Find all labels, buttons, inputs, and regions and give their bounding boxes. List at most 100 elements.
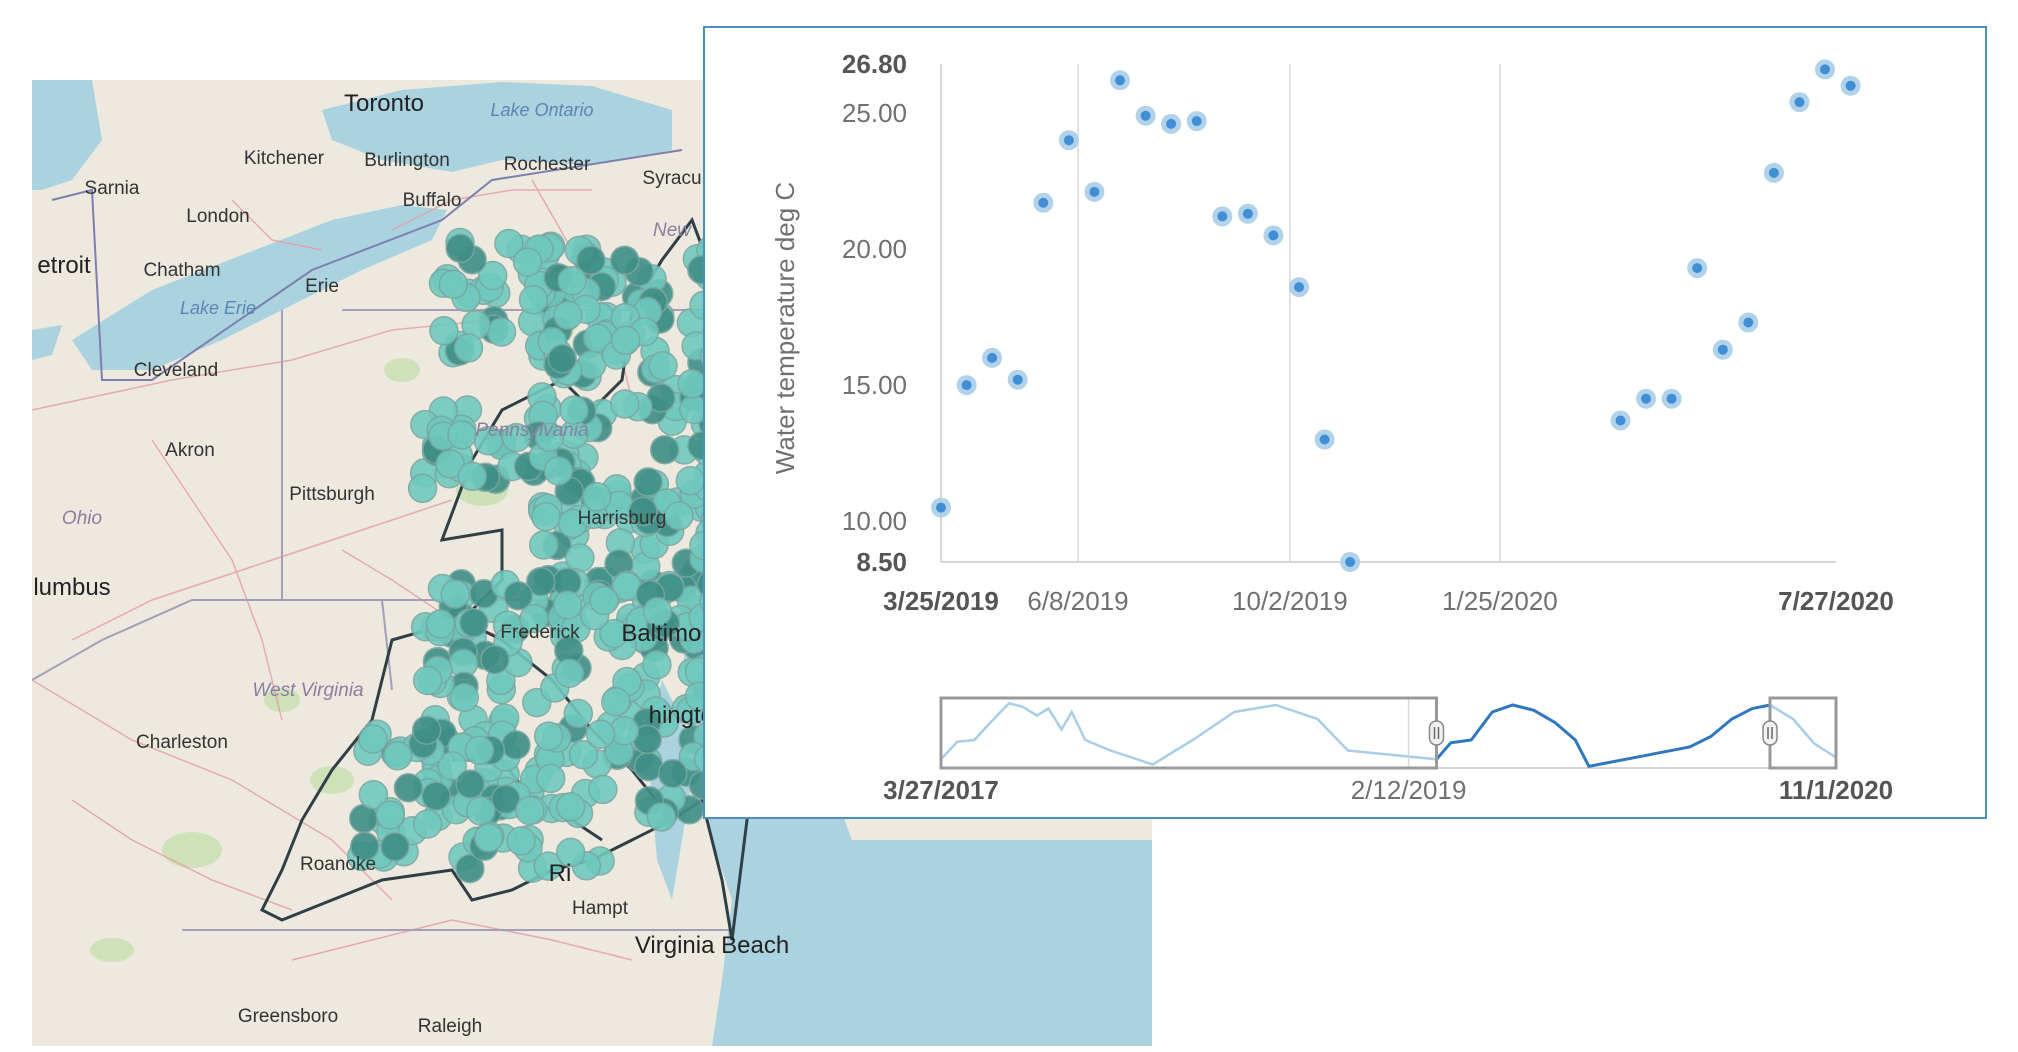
station-marker[interactable] [633, 467, 663, 497]
station-marker[interactable] [649, 434, 680, 465]
station-marker[interactable] [466, 796, 496, 826]
station-marker[interactable] [512, 247, 543, 277]
station-marker[interactable] [610, 325, 641, 356]
data-point[interactable] [987, 352, 998, 363]
navigator-handle-left[interactable] [1428, 720, 1445, 746]
station-marker[interactable] [455, 769, 486, 799]
data-point[interactable] [1063, 135, 1074, 146]
station-marker[interactable] [582, 482, 612, 512]
station-marker[interactable] [518, 284, 549, 315]
station-marker[interactable] [421, 781, 451, 811]
station-marker[interactable] [486, 317, 517, 347]
station-marker[interactable] [477, 260, 508, 291]
data-point[interactable] [1717, 344, 1728, 355]
station-marker[interactable] [553, 300, 583, 331]
data-point[interactable] [1217, 211, 1228, 222]
station-marker[interactable] [380, 831, 410, 862]
station-marker[interactable] [576, 245, 606, 275]
data-point[interactable] [1666, 393, 1677, 404]
data-point[interactable] [1768, 167, 1779, 178]
station-marker[interactable] [552, 590, 583, 620]
data-point[interactable] [1820, 64, 1830, 75]
station-marker[interactable] [358, 779, 389, 810]
data-point[interactable] [1242, 208, 1253, 219]
navigator-handle-right[interactable] [1762, 720, 1778, 746]
station-marker[interactable] [563, 698, 594, 729]
station-marker[interactable] [628, 496, 658, 527]
station-marker[interactable] [411, 715, 442, 745]
station-marker[interactable] [435, 449, 465, 479]
station-marker[interactable] [601, 687, 631, 717]
station-marker[interactable] [457, 461, 488, 492]
station-marker[interactable] [445, 233, 475, 263]
station-marker[interactable] [501, 730, 531, 760]
station-marker[interactable] [576, 349, 607, 380]
data-point[interactable] [1166, 118, 1177, 129]
station-marker[interactable] [503, 581, 534, 611]
station-marker[interactable] [535, 763, 566, 794]
station-marker[interactable] [480, 644, 510, 675]
station-marker[interactable] [664, 501, 694, 531]
data-point[interactable] [1268, 230, 1279, 241]
data-point[interactable] [1294, 282, 1304, 293]
station-marker[interactable] [453, 333, 484, 363]
station-marker[interactable] [506, 826, 536, 856]
station-marker[interactable] [642, 596, 673, 627]
station-marker[interactable] [449, 682, 480, 713]
station-marker[interactable] [528, 530, 559, 560]
station-marker[interactable] [525, 566, 556, 597]
station-marker[interactable] [677, 368, 707, 399]
data-point[interactable] [1038, 197, 1049, 208]
data-point[interactable] [1191, 116, 1202, 127]
station-marker[interactable] [588, 774, 618, 805]
data-point[interactable] [1115, 75, 1125, 86]
station-marker[interactable] [382, 740, 413, 771]
data-point[interactable] [1641, 393, 1651, 404]
station-marker[interactable] [407, 473, 438, 504]
station-marker[interactable] [455, 853, 485, 884]
data-point[interactable] [1615, 415, 1626, 426]
station-marker[interactable] [349, 831, 380, 862]
data-point[interactable] [1345, 557, 1356, 567]
station-marker[interactable] [393, 773, 424, 803]
station-marker[interactable] [555, 837, 586, 868]
data-point[interactable] [1845, 80, 1856, 91]
station-marker[interactable] [412, 809, 443, 839]
range-navigator[interactable]: 3/27/2017 2/12/2019 11/1/2020 [883, 696, 1893, 805]
station-marker[interactable] [501, 422, 532, 453]
station-marker[interactable] [555, 792, 586, 822]
station-marker[interactable] [490, 784, 521, 814]
data-point[interactable] [1140, 110, 1151, 121]
station-marker[interactable] [358, 724, 388, 754]
station-marker[interactable] [429, 316, 459, 346]
station-marker[interactable] [559, 395, 589, 425]
station-marker[interactable] [547, 344, 578, 374]
station-marker[interactable] [440, 579, 471, 609]
station-marker[interactable] [533, 721, 564, 751]
station-marker[interactable] [648, 351, 678, 381]
station-marker[interactable] [534, 422, 565, 453]
data-point[interactable] [961, 380, 972, 391]
station-marker[interactable] [646, 802, 677, 832]
data-point[interactable] [1319, 434, 1330, 445]
station-marker[interactable] [531, 501, 561, 532]
data-point[interactable] [936, 502, 946, 513]
station-marker[interactable] [609, 245, 640, 275]
station-marker[interactable] [610, 389, 640, 419]
station-marker[interactable] [438, 269, 469, 300]
station-marker[interactable] [657, 758, 688, 789]
station-marker[interactable] [437, 751, 467, 781]
station-marker[interactable] [459, 608, 489, 638]
station-marker[interactable] [519, 603, 549, 634]
station-marker[interactable] [494, 228, 524, 259]
station-marker[interactable] [375, 800, 406, 830]
station-marker[interactable] [515, 795, 545, 826]
station-marker[interactable] [568, 739, 599, 770]
station-marker[interactable] [425, 609, 456, 639]
station-marker[interactable] [599, 618, 629, 649]
station-marker[interactable] [554, 658, 585, 688]
station-marker[interactable] [447, 420, 477, 450]
station-marker[interactable] [675, 466, 706, 496]
data-point[interactable] [1089, 186, 1100, 197]
station-marker[interactable] [473, 823, 504, 853]
